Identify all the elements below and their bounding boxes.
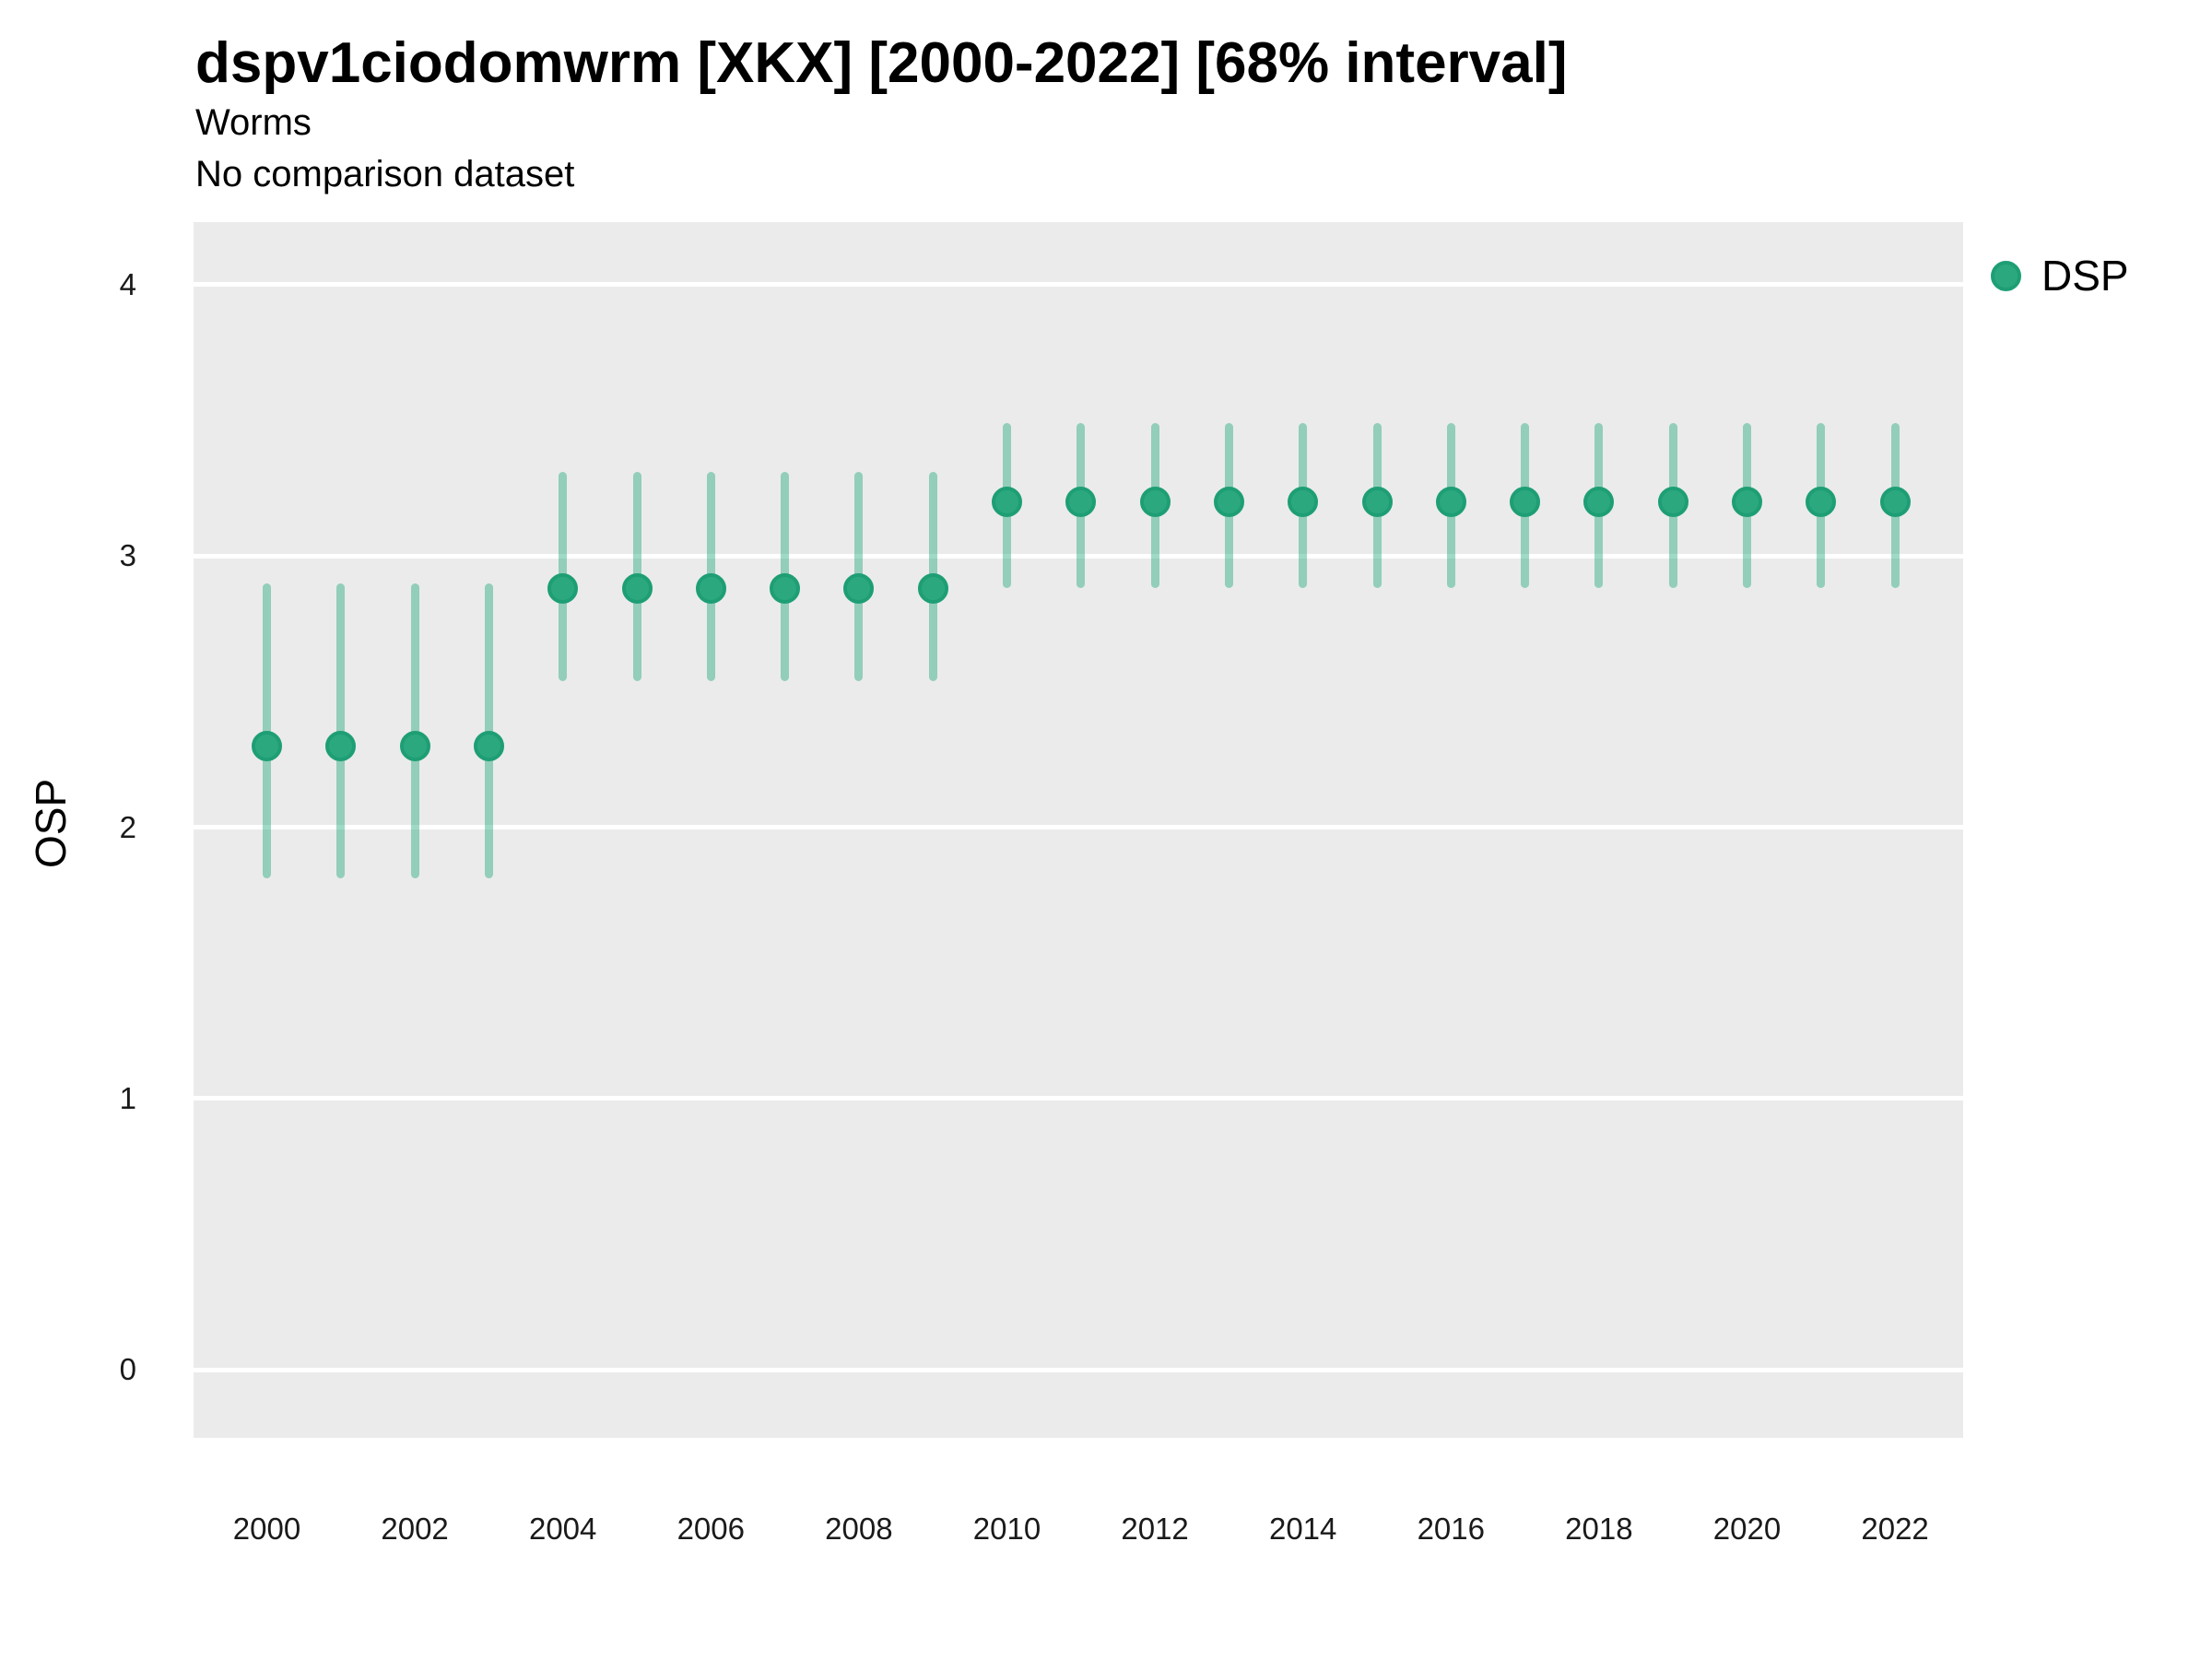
- x-tick-label-2004: 2004: [528, 1512, 597, 1546]
- data-point-2004: [547, 572, 579, 604]
- y-tick-label-4: 4: [119, 266, 136, 301]
- data-point-2008: [843, 572, 875, 604]
- x-tick-label-2012: 2012: [1121, 1512, 1189, 1546]
- plot-panel: [194, 222, 1963, 1438]
- data-point-2018: [1583, 486, 1615, 517]
- data-point-2003: [473, 730, 504, 761]
- comparison-note: No comparison dataset: [195, 154, 575, 194]
- y-tick-label-0: 0: [119, 1352, 136, 1387]
- data-point-2015: [1361, 486, 1393, 517]
- data-point-2021: [1806, 486, 1837, 517]
- data-point-2001: [325, 730, 357, 761]
- data-point-2006: [695, 572, 726, 604]
- data-point-2019: [1657, 486, 1688, 517]
- y-tick-label-3: 3: [119, 538, 136, 573]
- data-point-2010: [992, 486, 1022, 517]
- gridline-y-3: [194, 553, 1963, 559]
- x-tick-label-2006: 2006: [677, 1512, 745, 1546]
- gridline-y-2: [194, 825, 1963, 830]
- y-tick-label-1: 1: [119, 1080, 136, 1115]
- x-tick-label-2020: 2020: [1712, 1512, 1782, 1546]
- chart-subtitle: Worms: [195, 102, 312, 143]
- x-tick-label-2008: 2008: [825, 1512, 893, 1546]
- legend: DSP: [1991, 250, 2129, 301]
- x-tick-label-2002: 2002: [381, 1512, 449, 1546]
- data-point-2012: [1139, 486, 1171, 517]
- data-point-2011: [1065, 486, 1097, 517]
- data-point-2016: [1435, 486, 1466, 517]
- x-tick-label-2016: 2016: [1417, 1512, 1485, 1546]
- gridline-y-1: [194, 1096, 1963, 1101]
- data-point-2002: [399, 730, 430, 761]
- legend-label: DSP: [2041, 252, 2129, 300]
- x-tick-label-2010: 2010: [972, 1512, 1041, 1546]
- data-point-2014: [1288, 486, 1319, 517]
- data-point-2013: [1213, 486, 1244, 517]
- data-point-2009: [917, 572, 948, 604]
- chart-title: dspv1ciodomwrm [XKX] [2000-2022] [68% in…: [195, 31, 1568, 95]
- x-tick-label-2014: 2014: [1268, 1512, 1337, 1546]
- y-tick-label-2: 2: [119, 809, 136, 844]
- gridline-y-0: [194, 1367, 1963, 1372]
- x-tick-label-2000: 2000: [232, 1512, 301, 1546]
- gridline-y-4: [194, 282, 1963, 288]
- legend-dot-icon: [1991, 260, 2021, 291]
- data-point-2017: [1510, 486, 1541, 517]
- x-tick-label-2018: 2018: [1565, 1512, 1633, 1546]
- data-point-2007: [770, 572, 801, 604]
- data-point-2020: [1732, 486, 1762, 517]
- data-point-2022: [1879, 486, 1911, 517]
- x-tick-label-2022: 2022: [1861, 1512, 1929, 1546]
- data-point-2000: [252, 730, 282, 761]
- data-point-2005: [621, 572, 653, 604]
